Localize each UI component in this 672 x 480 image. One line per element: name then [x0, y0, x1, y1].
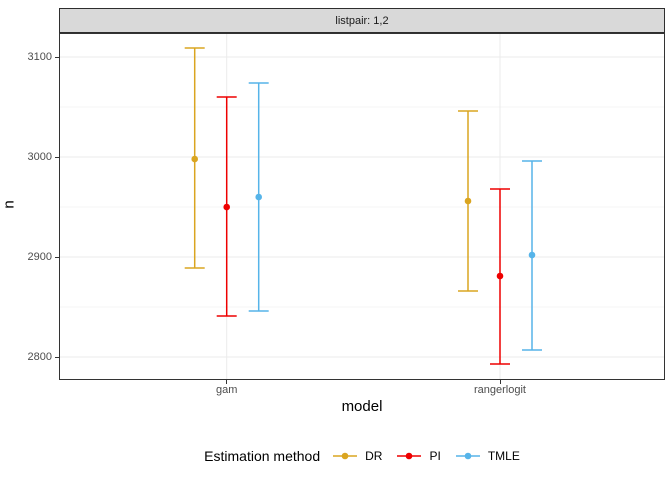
legend-items: DR PI TMLE: [332, 447, 520, 465]
legend-label-DR: DR: [365, 449, 383, 463]
point-PI-rangerlogit: [496, 272, 504, 280]
legend-item-DR: DR: [332, 447, 382, 465]
legend-key-TMLE: [455, 452, 480, 460]
facet-strip: listpair: 1,2: [59, 8, 665, 33]
legend-key-point: [406, 452, 413, 460]
y-tick-label: 3000: [27, 151, 52, 163]
point-DR-rangerlogit: [464, 197, 472, 205]
plot-panel: [59, 33, 665, 380]
facet-strip-label: listpair: 1,2: [335, 14, 389, 27]
x-tick-label: rangerlogit: [474, 384, 526, 396]
legend-key-point: [464, 452, 472, 460]
y-tick-mark: [55, 156, 59, 158]
legend-key-point: [341, 452, 349, 460]
y-tick-label: 3100: [27, 51, 52, 63]
point-TMLE-rangerlogit: [528, 251, 536, 259]
x-tick-label: gam: [215, 384, 238, 396]
legend-label-PI: PI: [429, 449, 441, 463]
legend-label-TMLE: TMLE: [487, 449, 520, 463]
y-tick-label: 2800: [27, 351, 52, 363]
point-DR-gam: [191, 155, 198, 163]
legend: Estimation method DR PI TMLE: [59, 443, 665, 469]
legend-item-PI: PI: [396, 447, 441, 465]
legend-key-DR: [333, 452, 358, 460]
y-tick-mark: [55, 356, 59, 358]
point-TMLE-gam: [255, 193, 262, 201]
legend-title: Estimation method: [204, 448, 321, 464]
y-tick-mark: [55, 56, 59, 58]
chart-canvas: [60, 34, 664, 379]
legend-item-TMLE: TMLE: [455, 447, 520, 465]
y-tick-label: 2900: [27, 251, 52, 263]
x-tick-mark: [226, 380, 228, 384]
legend-key-PI: [397, 452, 422, 460]
y-tick-mark: [55, 256, 59, 258]
x-tick-mark: [499, 380, 501, 384]
x-axis-title: model: [341, 398, 383, 415]
point-PI-gam: [223, 203, 230, 211]
y-axis-title: n: [0, 200, 18, 209]
